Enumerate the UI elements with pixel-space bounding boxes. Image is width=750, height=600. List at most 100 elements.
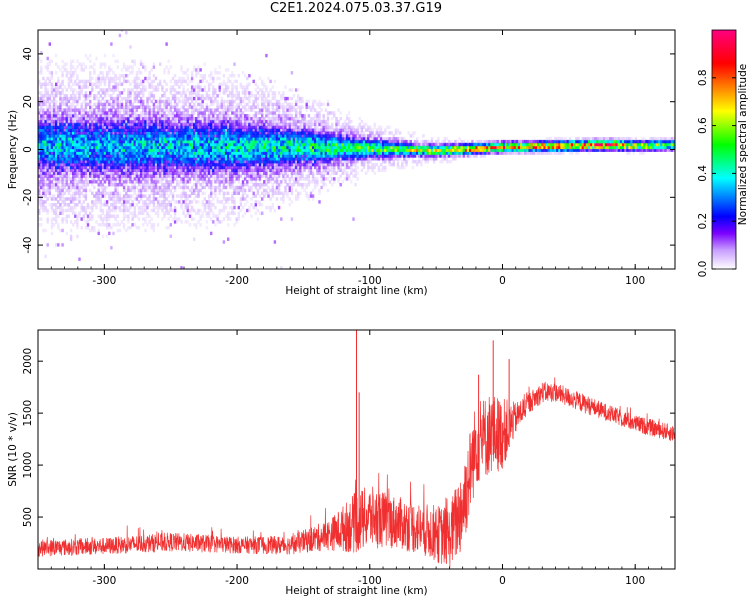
heatmap-cell <box>112 180 115 184</box>
heatmap-cell <box>76 139 79 144</box>
heatmap-cell <box>46 91 49 95</box>
heatmap-cell <box>69 122 73 127</box>
heatmap-cell <box>186 194 189 198</box>
heatmap-cell <box>178 171 181 175</box>
heatmap-cell <box>59 99 62 104</box>
heatmap-cell <box>193 177 196 181</box>
heatmap-cell <box>72 168 75 172</box>
heatmap-cell <box>55 139 58 144</box>
heatmap-cell <box>61 200 64 204</box>
heatmap-cell <box>237 114 240 118</box>
heatmap-cell <box>165 203 168 207</box>
heatmap-cell <box>180 162 183 167</box>
heatmap-cell <box>150 131 153 135</box>
heatmap-cell <box>182 105 185 109</box>
heatmap-cell <box>167 157 170 161</box>
heatmap-cell <box>108 139 111 144</box>
heatmap-cell <box>235 165 238 170</box>
heatmap-cell <box>63 200 66 204</box>
heatmap-cell <box>244 125 247 129</box>
heatmap-cell <box>239 145 243 150</box>
heatmap-cell <box>252 145 255 150</box>
heatmap-cell <box>190 125 194 129</box>
heatmap-cell <box>99 76 102 81</box>
heatmap-cell <box>120 122 124 127</box>
heatmap-cell <box>103 62 107 66</box>
heatmap-cell <box>237 160 240 164</box>
heatmap-cell <box>84 142 88 147</box>
heatmap-cell <box>63 174 66 178</box>
heatmap-cell <box>163 191 166 195</box>
heatmap-cell <box>65 62 68 66</box>
heatmap-cell <box>171 128 175 132</box>
heatmap-cell <box>118 200 122 204</box>
heatmap-cell <box>46 108 49 112</box>
heatmap-cell <box>42 82 45 86</box>
heatmap-cell <box>267 154 270 158</box>
heatmap-cell <box>288 117 291 121</box>
heatmap-cell <box>84 180 88 184</box>
heatmap-cell <box>74 88 77 92</box>
heatmap-cell <box>40 185 43 190</box>
heatmap-cell <box>197 162 200 167</box>
heatmap-cell <box>233 62 236 66</box>
heatmap-cell <box>63 208 66 213</box>
heatmap-cell <box>42 191 45 195</box>
heatmap-cell <box>101 62 105 66</box>
heatmap-cell <box>265 151 268 155</box>
heatmap-cell <box>267 174 270 178</box>
heatmap-cell <box>176 220 179 224</box>
heatmap-cell <box>97 148 100 152</box>
heatmap-cell <box>176 91 179 95</box>
heatmap-cell <box>61 128 64 132</box>
heatmap-cell <box>80 134 83 138</box>
heatmap-cell <box>182 142 185 147</box>
heatmap-cell <box>294 197 298 201</box>
heatmap-cell <box>167 183 170 187</box>
heatmap-cell <box>261 128 264 132</box>
heatmap-cell <box>269 174 272 178</box>
heatmap-cell <box>86 157 90 161</box>
heatmap-cell <box>263 183 266 187</box>
heatmap-cell <box>280 217 283 221</box>
heatmap-cell <box>176 148 179 152</box>
heatmap-cell <box>40 128 43 132</box>
heatmap-cell <box>46 183 49 187</box>
heatmap-cell <box>44 131 47 135</box>
heatmap-cell <box>273 208 277 213</box>
heatmap-cell <box>55 162 58 167</box>
heatmap-cell <box>159 188 162 193</box>
heatmap-cell <box>152 94 156 98</box>
page-title: C2E1.2024.075.03.37.G19 <box>269 1 443 16</box>
heatmap-cell <box>173 177 177 181</box>
heatmap-cell <box>103 154 107 158</box>
heatmap-cell <box>93 157 96 161</box>
heatmap-cell <box>129 134 132 138</box>
heatmap-cell <box>48 99 51 104</box>
heatmap-cell <box>182 117 185 121</box>
heatmap-cell <box>80 119 83 124</box>
heatmap-cell <box>252 160 255 164</box>
heatmap-cell <box>186 160 189 164</box>
heatmap-cell <box>184 91 187 95</box>
heatmap-cell <box>277 108 281 112</box>
heatmap-cell <box>142 217 145 221</box>
heatmap-cell <box>80 162 83 167</box>
heatmap-cell <box>282 128 285 132</box>
heatmap-cell <box>146 79 149 84</box>
heatmap-cell <box>63 114 66 118</box>
heatmap-cell <box>150 208 153 213</box>
heatmap-cell <box>214 145 217 150</box>
heatmap-cell <box>67 142 71 147</box>
heatmap-cell <box>42 205 45 210</box>
heatmap-cell <box>220 111 223 115</box>
heatmap-cell <box>203 76 206 81</box>
heatmap-cell <box>237 111 240 115</box>
heatmap-cell <box>86 160 90 164</box>
heatmap-cell <box>178 217 181 221</box>
heatmap-cell <box>52 157 56 161</box>
heatmap-cell <box>167 71 170 75</box>
heatmap-cell <box>42 168 45 172</box>
heatmap-cell <box>116 160 119 164</box>
heatmap-cell <box>222 125 226 129</box>
